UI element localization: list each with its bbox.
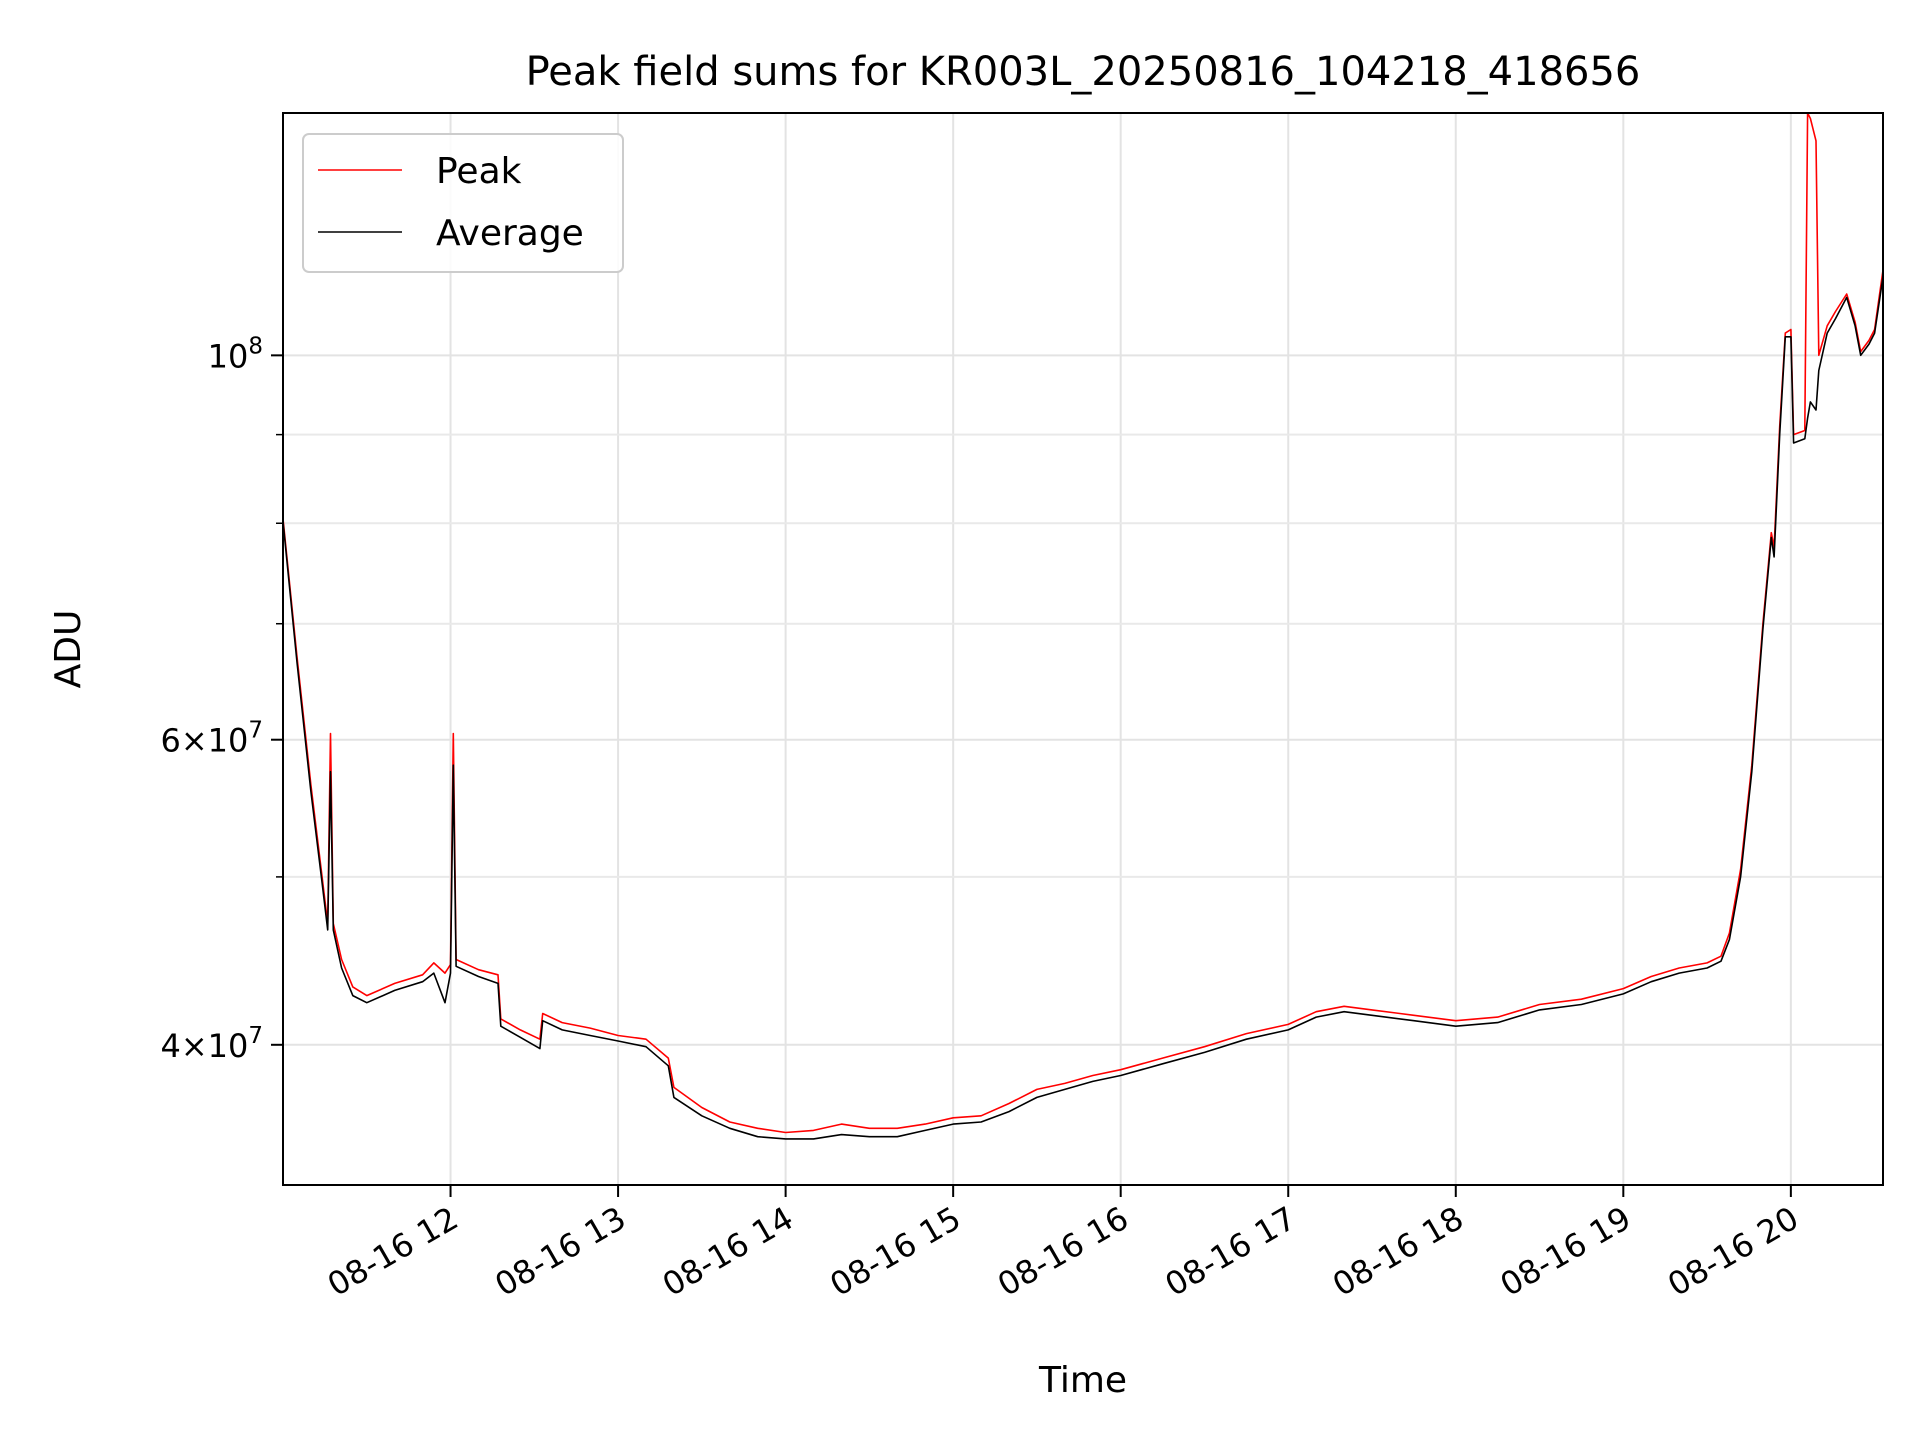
- legend: Peak Average: [302, 133, 624, 273]
- axes-frame: [282, 112, 1884, 1186]
- series-lines: [282, 112, 1884, 1140]
- grid: [283, 113, 1883, 1185]
- legend-average-label: Average: [436, 213, 584, 254]
- y-tick-label: 6×107: [160, 718, 263, 760]
- chart-title: Peak field sums for KR003L_20250816_1042…: [526, 49, 1641, 95]
- legend-box: [302, 133, 624, 273]
- x-axis-label: Time: [1038, 1360, 1127, 1401]
- y-axis-label: ADU: [48, 610, 89, 689]
- legend-peak-label: Peak: [436, 151, 522, 192]
- series-line-average: [282, 276, 1884, 1140]
- y-tick-label: 108: [208, 333, 263, 375]
- y-tick-label: 4×107: [160, 1023, 263, 1065]
